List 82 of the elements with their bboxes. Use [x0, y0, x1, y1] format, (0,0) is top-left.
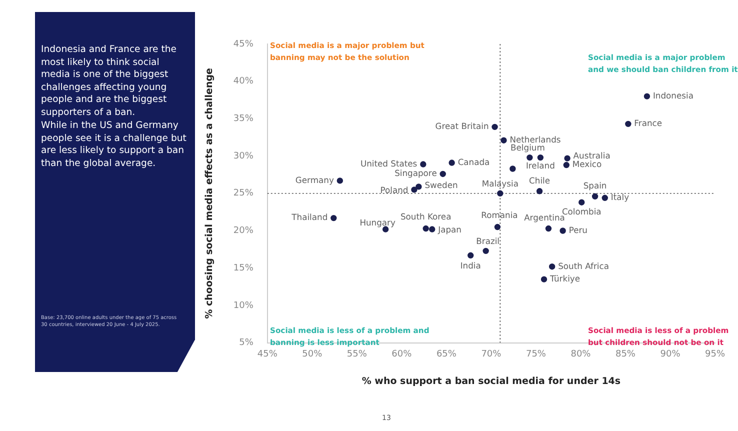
point: [422, 225, 429, 232]
series-label: Ireland: [526, 160, 555, 171]
point: [537, 154, 544, 161]
point: [420, 161, 426, 168]
point: [330, 214, 337, 222]
series-label: Sweden: [424, 180, 458, 190]
y-tick-label: 20%: [233, 226, 254, 236]
y-axis-title: % choosing social media effects as a challenge: [204, 68, 216, 319]
point: [510, 166, 516, 172]
series-label: South Korea: [400, 212, 452, 222]
point: [494, 224, 501, 230]
x-tick-label: 90%: [660, 350, 681, 360]
x-tick-label: 65%: [436, 350, 457, 360]
series-label: Thailand: [290, 212, 328, 222]
x-tick-label: 45%: [257, 350, 278, 360]
point: [448, 160, 455, 166]
point: [644, 93, 650, 100]
point: [563, 162, 570, 168]
series-label: Canada: [458, 156, 490, 167]
point: [536, 188, 543, 194]
y-tick-label: 25%: [233, 188, 254, 199]
series-label: India: [460, 260, 481, 271]
point: [545, 225, 552, 232]
point: [526, 154, 533, 161]
point: [540, 276, 548, 282]
series-label: South Africa: [558, 260, 609, 271]
series-label: Peru: [568, 224, 588, 235]
series-label: Indonesia: [652, 90, 694, 100]
point: [602, 194, 608, 201]
point: [578, 199, 585, 206]
point: [548, 264, 556, 270]
series-label: Spain: [583, 180, 607, 191]
series-label: United States: [360, 158, 418, 168]
y-tick-label: 30%: [233, 151, 254, 162]
text: Indonesia and France are the most likely to think social media is one of the biggest challenges affecting young people and are the biggest supporters of a ban.: [41, 44, 178, 119]
series-label: Japan: [437, 224, 462, 234]
series-label: Australia: [573, 150, 610, 160]
point: [429, 226, 436, 232]
point: [500, 137, 507, 144]
point: [336, 178, 344, 184]
x-tick-label: 60%: [392, 350, 412, 360]
point: [416, 184, 422, 190]
series-label: Singapore: [394, 168, 437, 178]
series-label: Chile: [529, 175, 550, 186]
point: [592, 193, 598, 200]
series-label: Netherlands: [510, 134, 561, 145]
series-label: France: [634, 118, 662, 128]
series-label: Mexico: [572, 159, 602, 170]
series-label: Malaysia: [482, 178, 518, 189]
point: [560, 228, 566, 234]
x-tick-label: 70%: [481, 350, 502, 360]
series-label: Hungary: [360, 217, 396, 228]
y-tick-label: 10%: [233, 300, 254, 311]
series-label: Brazil: [476, 236, 500, 246]
y-tick-label: 5%: [239, 338, 254, 348]
series-label: Germany: [295, 174, 334, 185]
point: [482, 248, 489, 254]
y-tick-label: 40%: [233, 76, 254, 87]
x-tick-label: 75%: [526, 350, 546, 360]
x-tick-label: 80%: [570, 350, 592, 360]
x-tick-label: 85%: [615, 350, 636, 360]
point: [564, 155, 570, 162]
series-label: Poland: [380, 184, 408, 195]
point: [411, 186, 418, 193]
point: [625, 120, 632, 128]
x-tick-label: 95%: [704, 350, 726, 360]
series-label: Belgium: [510, 142, 545, 153]
y-tick-label: 45%: [233, 39, 254, 50]
text: While in the US and Germany people see it is a challenge but are less likely to support a ban than the global average.: [41, 120, 188, 170]
point: [468, 252, 474, 258]
series-label: Italy: [610, 192, 630, 202]
x-axis-title: % who support a ban social media for under 14s: [362, 376, 621, 387]
series-label: Romania: [481, 210, 518, 220]
x-tick-label: 55%: [346, 350, 368, 360]
y-tick-label: 15%: [233, 263, 254, 274]
point: [440, 170, 446, 178]
y-tick-label: 35%: [233, 114, 254, 124]
point: [492, 124, 498, 130]
series-label: Great Britain: [435, 121, 489, 132]
series-label: Türkiye: [549, 273, 580, 284]
point: [497, 190, 504, 196]
x-tick-label: 50%: [302, 350, 323, 360]
